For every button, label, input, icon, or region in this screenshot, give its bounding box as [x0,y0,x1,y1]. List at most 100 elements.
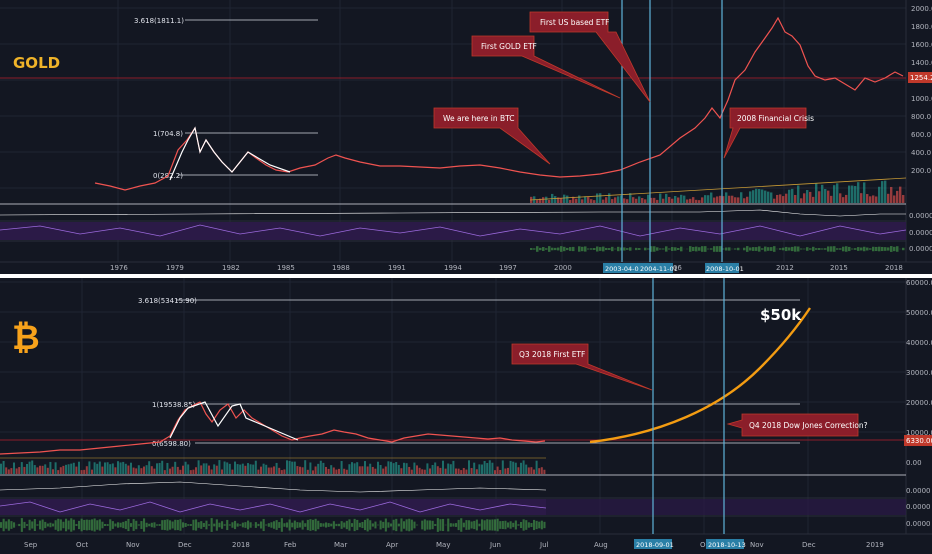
volume-bar [421,469,423,474]
volume-bar [177,467,179,474]
histogram-bar [504,521,506,529]
histogram-bar [713,246,716,252]
histogram-bar [255,522,257,528]
volume-bar [96,464,98,474]
volume-bar [710,193,712,203]
volume-bar [104,462,106,474]
volume-bar [473,463,475,474]
histogram-bar [322,523,324,526]
volume-bar [471,468,473,474]
histogram-bar [878,247,881,252]
volume-bar [325,467,327,474]
histogram-bar [73,520,75,531]
volume-bar [317,464,319,474]
histogram-bar [276,520,278,530]
volume-bar [743,198,745,203]
histogram-bar [447,519,449,532]
histogram-bar [737,248,740,250]
volume-bar [686,199,688,203]
histogram-bar [551,248,554,251]
gold-chart-canvas[interactable]: 2000.01800.01600.01400.01200.01000.0800.… [0,0,932,274]
callout-q3-first-etf: Q3 2018 First ETF [512,344,652,390]
volume-bar [255,461,257,474]
histogram-bar [806,247,809,251]
btc-chart-canvas[interactable]: 60000.0050000.0040000.0030000.0020000.00… [0,278,932,550]
volume-bar [250,464,252,474]
volume-bar [507,468,509,474]
histogram-bar [257,524,259,526]
histogram-bar [81,519,83,532]
volume-bar [276,463,278,474]
volume-bar [229,464,231,474]
volume-bar [439,468,441,474]
volume-bar [91,470,93,474]
volume-bar [130,463,132,474]
histogram-bar [263,519,265,531]
histogram-bar [296,522,298,528]
volume-bar [198,460,200,474]
histogram-bar [122,522,124,528]
gold-chart-panel[interactable]: 2000.01800.01600.01400.01200.01000.0800.… [0,0,932,274]
histogram-bar [421,521,423,530]
volume-bar [875,196,877,203]
btc-x-tick: Apr [386,541,398,549]
volume-bar [296,466,298,474]
volume-bar [270,467,272,474]
histogram-bar [432,521,434,529]
gold-x-tick: 2015 [830,264,848,272]
btc-x-tick: Sep [24,541,38,549]
volume-bar [309,462,311,474]
volume-bar [411,470,413,474]
gold-fib-top: 3.618(1811.1) [134,17,184,25]
histogram-bar [587,249,590,250]
volume-bar [517,467,519,474]
volume-bar [545,197,547,203]
volume-bar [629,193,631,203]
volume-bar [442,461,444,474]
volume-bar [140,468,142,474]
btc-x-tick: Aug [594,541,608,549]
histogram-bar [560,246,563,252]
histogram-bar [779,248,782,250]
gold-price-tick: 2000.0 [911,5,932,13]
histogram-bar [205,521,207,530]
volume-bar [437,466,439,474]
volume-bar [653,198,655,203]
volume-bar [530,467,532,474]
volume-bar [569,200,571,203]
histogram-bar [203,523,205,527]
volume-bar [335,470,337,474]
histogram-bar [99,519,101,530]
volume-bar [683,196,685,203]
volume-bar [800,198,802,203]
volume-bar [716,196,718,203]
volume-bar [286,460,288,474]
histogram-bar [307,520,309,530]
volume-bar [161,461,163,474]
volume-bar [515,463,517,474]
volume-bar [887,194,889,203]
histogram-bar [216,519,218,530]
histogram-bar [39,521,41,530]
volume-bar [216,466,218,474]
volume-bar [839,193,841,203]
volume-bar [23,467,25,474]
histogram-bar [156,524,158,525]
gold-x-tick: 1991 [388,264,406,272]
volume-bar [458,469,460,474]
histogram-bar [406,519,408,530]
histogram-bar [884,247,887,251]
volume-bar [821,185,823,203]
histogram-bar [533,520,535,530]
histogram-bar [486,519,488,530]
histogram-bar [692,247,695,251]
volume-bar [854,186,856,203]
btc-chart-panel[interactable]: 60000.0050000.0040000.0030000.0020000.00… [0,278,932,550]
callout-first-gold-etf: First GOLD ETF [472,36,620,98]
histogram-bar [374,522,376,529]
volume-bar [73,463,75,474]
volume-bar [117,461,119,474]
histogram-bar [88,520,90,530]
volume-bar [380,465,382,474]
volume-bar [364,461,366,474]
